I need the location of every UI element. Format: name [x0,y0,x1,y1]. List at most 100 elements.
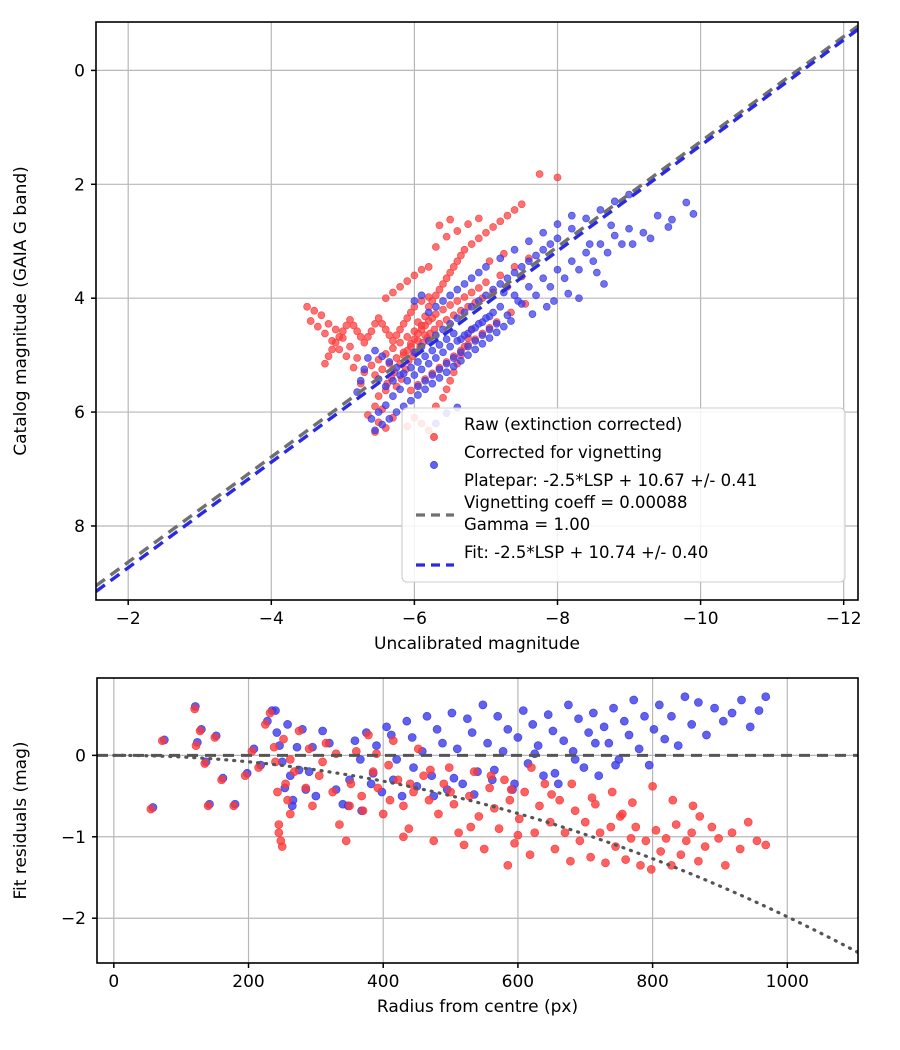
data-point [442,385,451,394]
data-point [283,795,292,805]
data-point [610,197,619,206]
data-point [535,170,544,178]
series-corrected-1 [353,190,698,435]
data-point [396,338,404,347]
data-point [285,809,295,819]
data-point [469,767,479,776]
data-point [385,415,394,423]
data-point [592,268,601,277]
data-point [240,771,250,781]
data-point [453,297,462,305]
data-point [403,333,412,341]
data-point [403,314,412,322]
data-point [649,724,659,734]
xtick-label-2: 400 [367,972,399,992]
data-point [324,352,333,361]
data-point [432,310,440,318]
data-point [381,401,390,410]
data-point [496,217,505,226]
data-point [146,804,156,814]
data-point [428,346,437,355]
data-point [428,371,437,379]
data-point [435,285,444,294]
data-point [366,779,376,789]
data-point [611,760,620,770]
data-point [442,274,451,283]
data-point [474,234,483,243]
data-point [397,791,407,801]
legend-label-0-0: Raw (extinction corrected) [464,415,682,434]
data-point [553,234,562,243]
xtick-label-5: −12 [826,609,862,629]
data-point [467,728,477,737]
xtick-label-2: −6 [402,609,427,629]
data-point [471,337,480,345]
data-point [586,852,595,862]
data-point [432,302,440,311]
data-point [687,720,697,729]
data-point [191,741,201,750]
data-point [321,738,331,748]
data-point [313,322,322,331]
data-point [449,773,459,783]
data-point [414,382,422,391]
data-point [539,228,548,237]
data-point [460,280,469,288]
data-point [406,342,415,351]
data-point [367,327,376,336]
data-point [274,828,284,838]
data-point [371,346,379,355]
data-point [465,791,474,801]
data-point [374,392,383,400]
data-point [636,860,645,870]
data-point [761,840,771,850]
data-point [460,293,469,301]
data-point [439,297,447,305]
data-point [560,274,569,283]
data-point [424,359,433,368]
data-point [404,824,414,833]
data-point [157,736,167,746]
data-point [486,771,496,781]
xtick-label-3: −8 [545,609,570,629]
data-point [485,325,494,334]
data-point [406,363,415,372]
data-point [582,248,590,257]
data-point [604,738,614,748]
data-point [532,291,540,300]
data-point [596,240,605,248]
data-point [389,288,397,297]
data-point [525,850,535,860]
data-point [406,308,415,317]
data-point [478,318,487,326]
data-point [543,710,553,719]
data-point [403,376,412,385]
data-point [467,240,476,248]
data-point [410,271,419,280]
data-point [203,801,213,811]
data-point [392,755,402,764]
data-point [510,291,519,300]
ytick-label-0: 0 [74,61,85,81]
data-point [510,245,519,254]
data-point [752,836,762,846]
data-point [378,352,387,361]
data-point [449,799,459,809]
yaxis-label-2: Fit residuals (mag) [11,742,31,900]
data-point [588,708,598,718]
data-point [506,785,516,794]
data-point [582,214,590,223]
data-point [503,860,513,870]
data-point [654,700,664,710]
data-point [435,319,444,328]
data-point [567,224,576,233]
data-point [510,838,519,848]
data-point [628,240,637,248]
data-point [496,254,505,263]
data-point [283,720,292,729]
data-point [467,288,476,297]
data-point [353,354,361,362]
data-point [575,294,583,303]
data-point [349,363,358,372]
